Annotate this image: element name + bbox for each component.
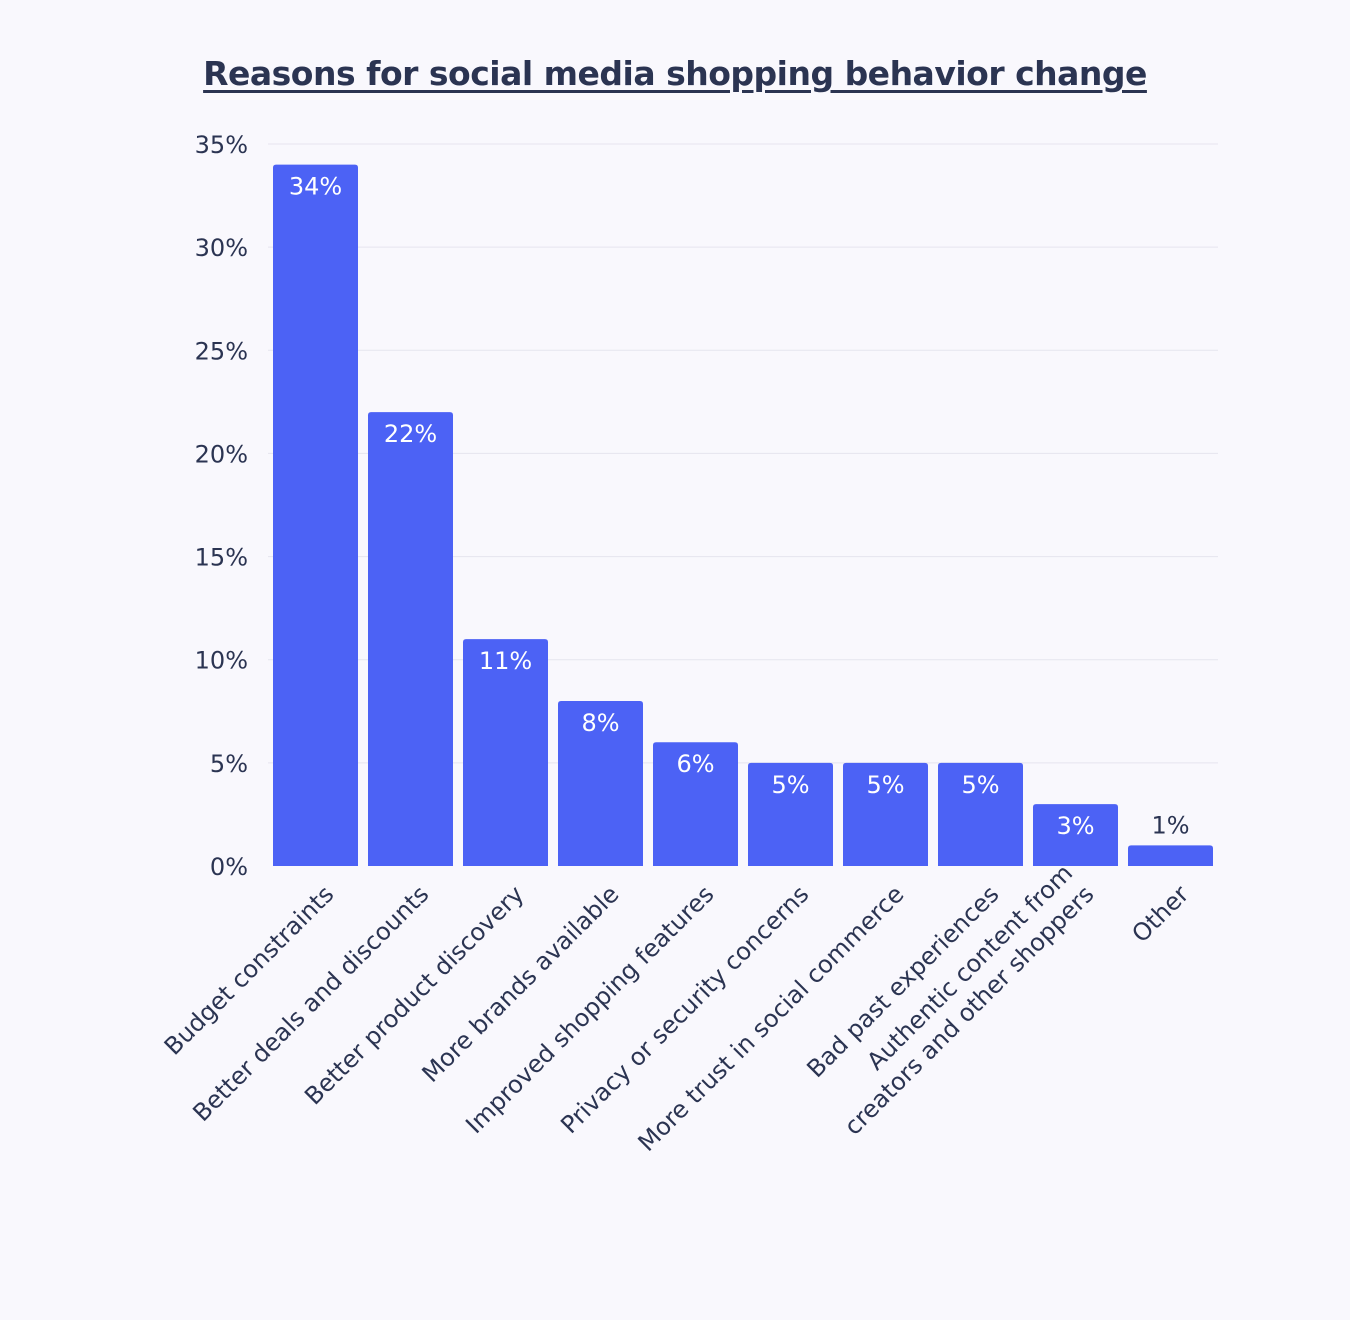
value-label: 34% bbox=[289, 173, 342, 201]
y-tick-label: 5% bbox=[210, 750, 248, 778]
bar bbox=[748, 762, 833, 866]
y-tick-label: 15% bbox=[195, 544, 248, 572]
x-category-label-line: Budget constraints bbox=[159, 880, 340, 1061]
x-category-label-line: Other bbox=[1126, 880, 1194, 948]
x-category-label: Other bbox=[1126, 880, 1194, 948]
value-label: 6% bbox=[676, 750, 714, 778]
y-tick-label: 35% bbox=[195, 131, 248, 159]
bar bbox=[558, 700, 643, 866]
bar bbox=[1128, 845, 1213, 866]
bar bbox=[938, 762, 1023, 866]
bars bbox=[273, 164, 1213, 867]
bar bbox=[463, 639, 548, 866]
bar bbox=[1033, 804, 1118, 866]
value-label: 22% bbox=[384, 420, 437, 448]
value-label: 5% bbox=[866, 771, 904, 799]
bar bbox=[843, 762, 928, 866]
value-label: 11% bbox=[479, 647, 532, 675]
bar bbox=[368, 412, 453, 866]
bar bbox=[273, 164, 358, 867]
y-tick-label: 0% bbox=[210, 853, 248, 881]
value-label: 5% bbox=[961, 771, 999, 799]
y-tick-label: 30% bbox=[195, 234, 248, 262]
x-category-label: More brands available bbox=[417, 880, 625, 1088]
y-tick-label: 20% bbox=[195, 440, 248, 468]
value-label: 5% bbox=[771, 771, 809, 799]
value-label: 1% bbox=[1151, 811, 1189, 839]
y-tick-label: 25% bbox=[195, 337, 248, 365]
value-labels: 34% 22% 11% 8% 6% 5% 5% 5% 3% 1% bbox=[289, 173, 1190, 840]
y-tick-label: 10% bbox=[195, 647, 248, 675]
y-axis-ticks: 0% 5% 10% 15% 20% 25% 30% 35% bbox=[195, 131, 248, 881]
chart-title: Reasons for social media shopping behavi… bbox=[203, 54, 1147, 93]
value-label: 3% bbox=[1056, 812, 1094, 840]
x-category-label-line: More brands available bbox=[417, 880, 625, 1088]
x-category-label: Budget constraints bbox=[159, 880, 340, 1061]
bar bbox=[653, 742, 738, 866]
value-label: 8% bbox=[581, 709, 619, 737]
